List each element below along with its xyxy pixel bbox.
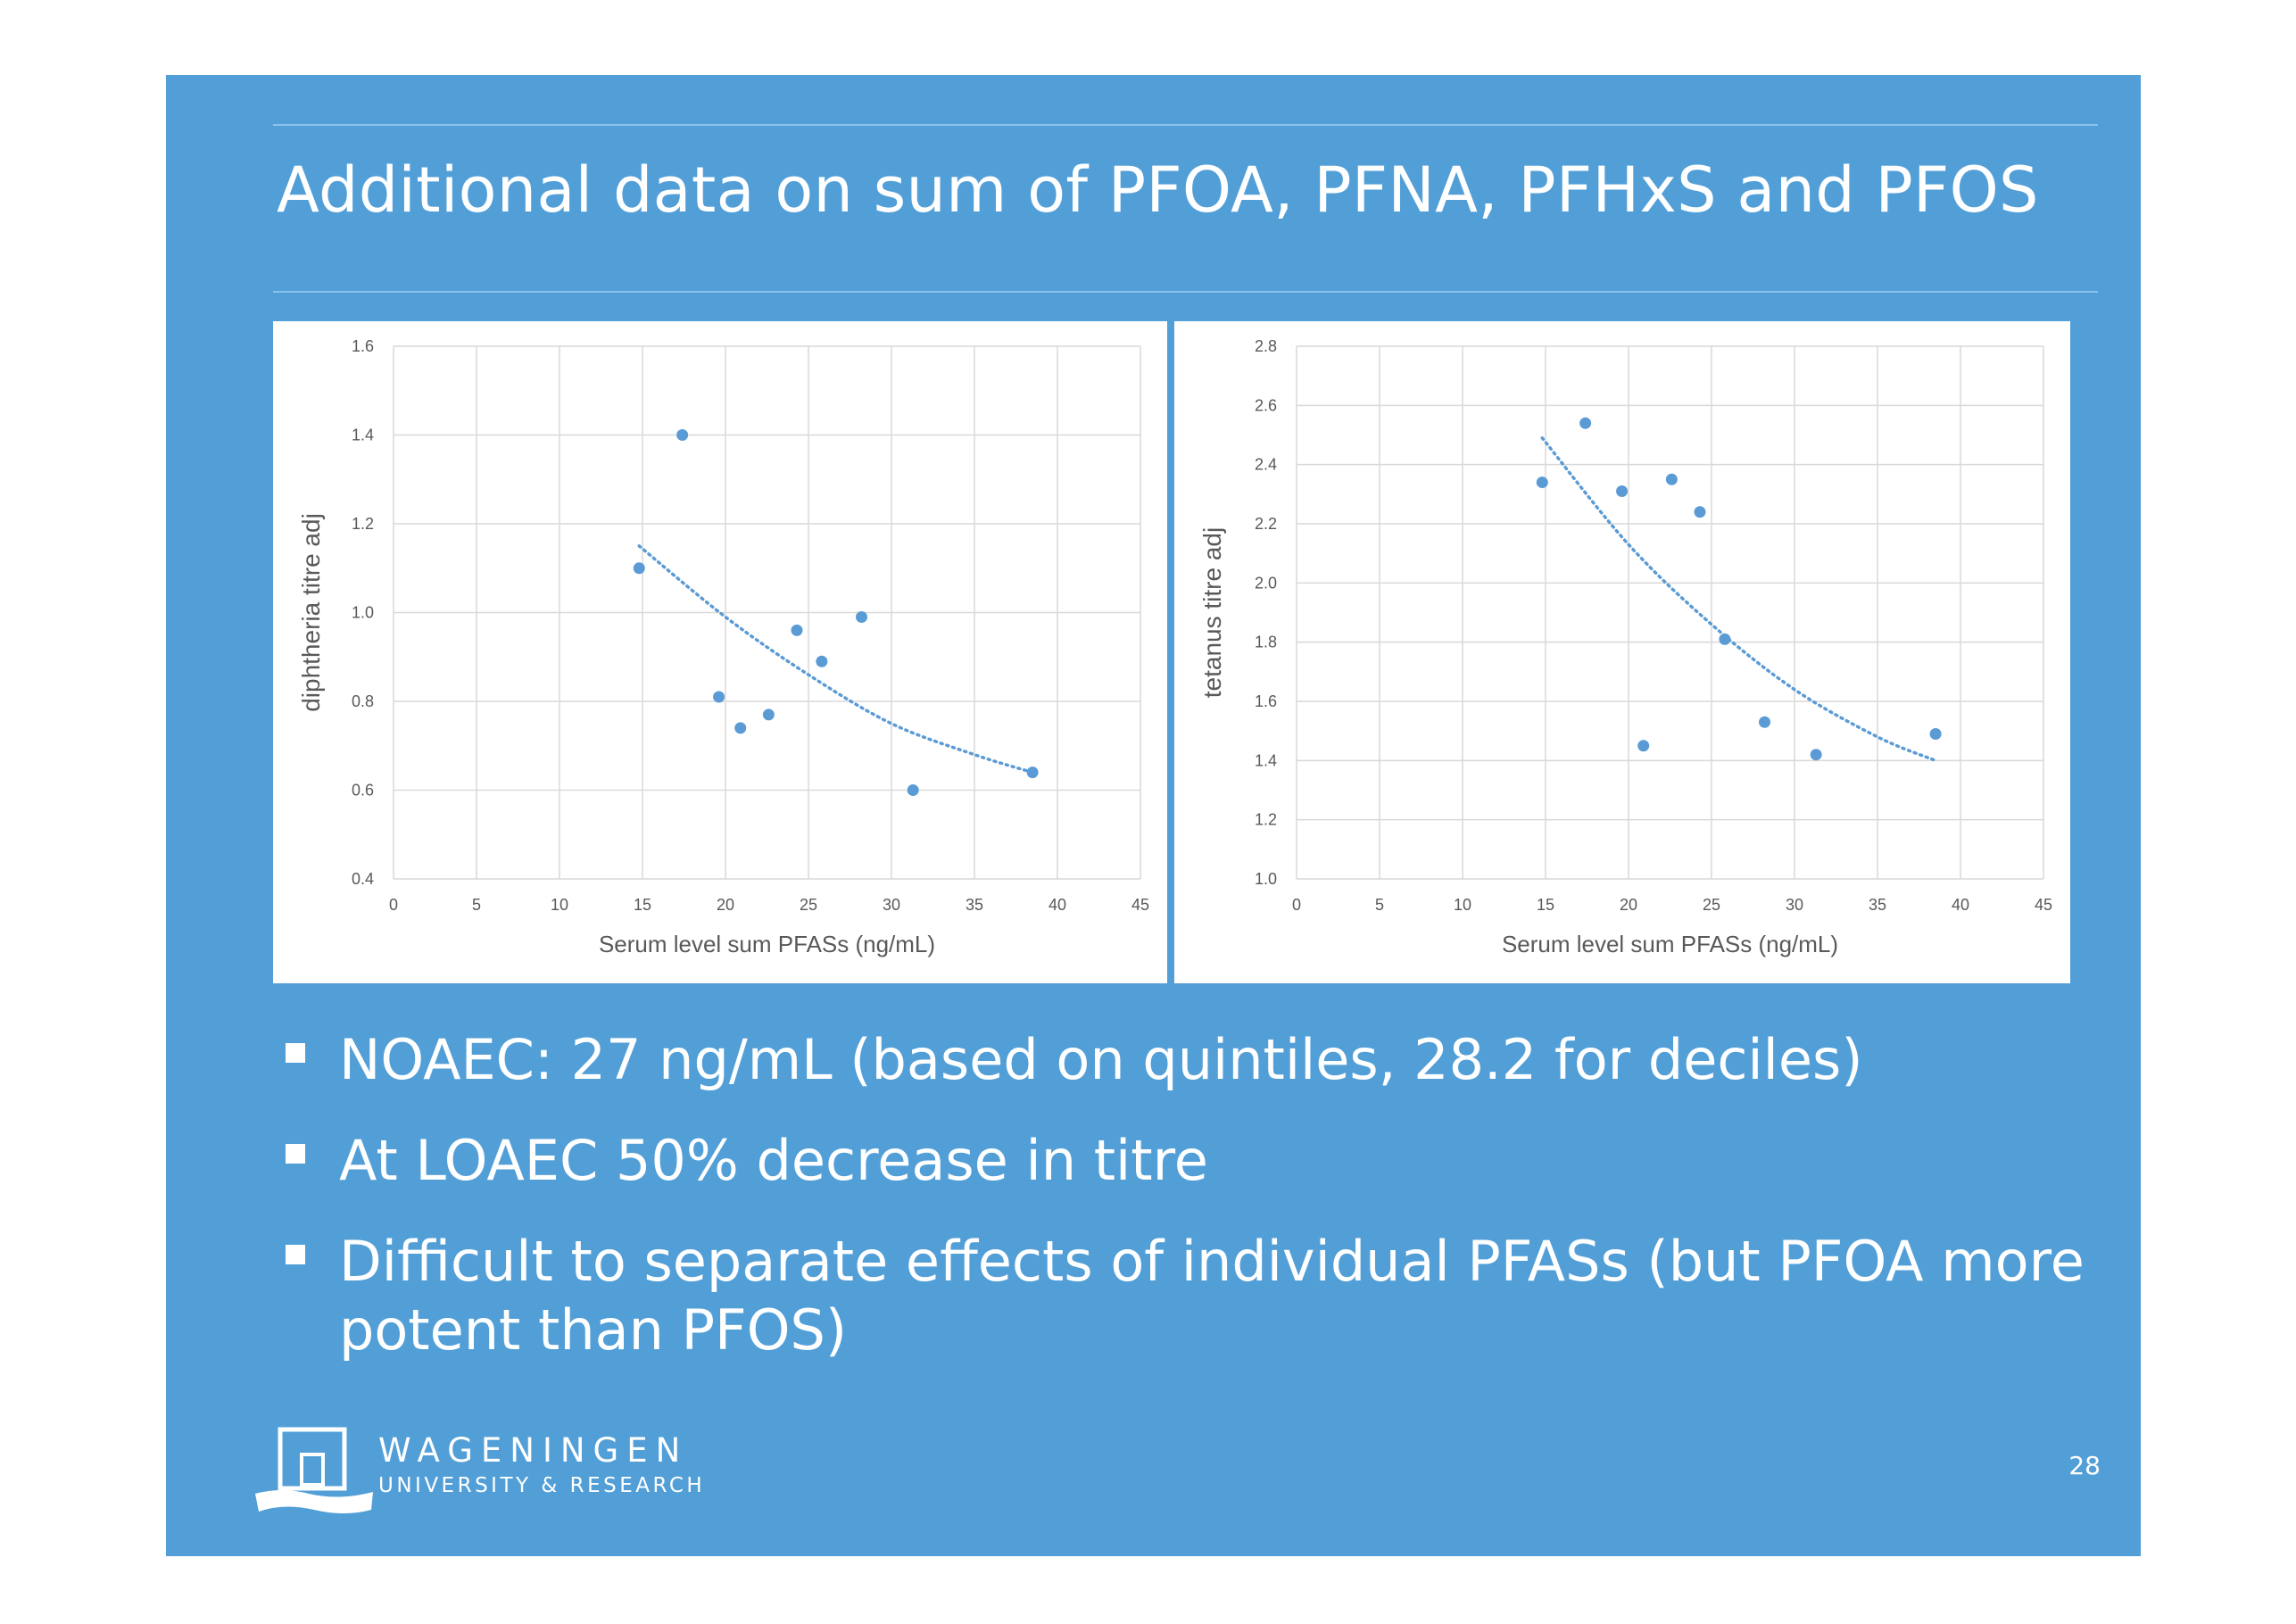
- data-point: [1665, 473, 1678, 485]
- bullet-square-icon: [286, 1144, 305, 1164]
- y-tick-label: 2.6: [1255, 396, 1277, 414]
- bullet-item: Difficult to separate effects of individ…: [286, 1227, 2115, 1364]
- slide-title: Additional data on sum of PFOA, PFNA, PF…: [277, 153, 2039, 227]
- y-tick-label: 2.4: [1255, 456, 1277, 474]
- tetanus-chart-panel: 1.0 1.2 1.4 1.6 1.8 2.0 2.2 2.4 2.6 2.8 0 5 10 15 20 25…: [1174, 321, 2070, 983]
- x-tick-label: 15: [1537, 896, 1554, 914]
- logo-wordmark: WAGENINGEN: [378, 1431, 689, 1470]
- x-tick-label: 45: [2035, 896, 2052, 914]
- data-point: [762, 708, 775, 721]
- page-number: 28: [2068, 1451, 2101, 1480]
- x-tick-label: 35: [966, 896, 983, 914]
- x-tick-label: 10: [551, 896, 568, 914]
- x-tick-label: 40: [1952, 896, 1969, 914]
- x-tick-label: 25: [1703, 896, 1720, 914]
- data-point: [1719, 633, 1731, 645]
- y-tick-label: 1.0: [352, 604, 374, 622]
- data-point: [1616, 485, 1629, 498]
- data-point: [1637, 740, 1650, 752]
- y-tick-label: 1.4: [352, 427, 374, 444]
- y-tick-label: 1.0: [1255, 870, 1277, 888]
- data-point: [907, 784, 919, 796]
- y-axis-title: diphtheria titre adj: [297, 513, 325, 712]
- bullet-square-icon: [286, 1043, 305, 1063]
- x-axis-title: Serum level sum PFASs (ng/mL): [1502, 931, 1838, 957]
- y-axis-title: tetanus titre adj: [1198, 527, 1226, 698]
- x-tick-label: 0: [1292, 896, 1301, 914]
- x-tick-label: 5: [472, 896, 481, 914]
- diphtheria-scatter-chart: 0.4 0.6 0.8 1.0 1.2 1.4 1.6 0 5 10 15 20 25 30 35 40 45 S…: [297, 337, 1149, 957]
- x-tick-label: 30: [883, 896, 900, 914]
- x-tick-label: 20: [1620, 896, 1637, 914]
- data-point: [713, 691, 725, 703]
- bullet-item: At LOAEC 50% decrease in titre: [286, 1126, 2115, 1195]
- x-tick-label: 25: [800, 896, 817, 914]
- x-tick-label: 30: [1786, 896, 1803, 914]
- x-tick-label: 35: [1869, 896, 1886, 914]
- data-point: [676, 429, 689, 441]
- y-tick-label: 1.4: [1255, 751, 1277, 769]
- logo-subtitle: UNIVERSITY & RESEARCH: [378, 1474, 706, 1497]
- diphtheria-chart-panel: 0.4 0.6 0.8 1.0 1.2 1.4 1.6 0 5 10 15 20 25 30 35 40 45 S…: [273, 321, 1167, 983]
- x-tick-label: 10: [1454, 896, 1471, 914]
- data-point: [791, 624, 803, 636]
- tetanus-scatter-chart: 1.0 1.2 1.4 1.6 1.8 2.0 2.2 2.4 2.6 2.8 0 5 10 15 20 25…: [1198, 337, 2052, 957]
- y-tick-label: 1.6: [1255, 692, 1277, 710]
- y-tick-label: 0.8: [352, 692, 374, 710]
- y-tick-label: 2.8: [1255, 337, 1277, 355]
- data-point: [1694, 506, 1706, 518]
- y-tick-label: 2.0: [1255, 574, 1277, 592]
- x-tick-label: 45: [1131, 896, 1149, 914]
- x-tick-label: 5: [1375, 896, 1384, 914]
- title-top-rule: [273, 124, 2098, 126]
- trendline: [1540, 436, 1937, 763]
- bullet-square-icon: [286, 1245, 305, 1264]
- data-point: [1026, 766, 1039, 779]
- trendline: [637, 544, 1034, 775]
- y-tick-label: 1.2: [1255, 811, 1277, 829]
- data-point: [633, 562, 645, 575]
- slide: Additional data on sum of PFOA, PFNA, PF…: [166, 75, 2141, 1556]
- y-tick-label: 0.6: [352, 782, 374, 800]
- x-tick-label: 15: [634, 896, 651, 914]
- data-point: [1929, 727, 1942, 740]
- y-tick-label: 2.2: [1255, 515, 1277, 533]
- bullet-list: NOAEC: 27 ng/mL (based on quintiles, 28.…: [286, 1025, 2115, 1396]
- data-point: [1579, 417, 1592, 429]
- data-point: [856, 610, 868, 623]
- bullet-item: NOAEC: 27 ng/mL (based on quintiles, 28.…: [286, 1025, 2115, 1094]
- y-tick-label: 0.4: [352, 870, 374, 888]
- data-point: [1810, 749, 1822, 761]
- data-point: [1536, 476, 1548, 489]
- x-tick-label: 20: [717, 896, 734, 914]
- data-point: [1759, 716, 1771, 728]
- wageningen-logo: WAGENINGEN UNIVERSITY & RESEARCH: [255, 1424, 719, 1522]
- y-tick-label: 1.2: [352, 515, 374, 533]
- data-point: [816, 655, 828, 667]
- title-bottom-rule: [273, 291, 2098, 293]
- y-tick-label: 1.8: [1255, 634, 1277, 651]
- x-tick-label: 0: [389, 896, 398, 914]
- data-point: [734, 722, 747, 734]
- x-axis-title: Serum level sum PFASs (ng/mL): [599, 931, 935, 957]
- y-tick-label: 1.6: [352, 337, 374, 355]
- x-tick-label: 40: [1049, 896, 1066, 914]
- building-doorway-logo-icon: [255, 1427, 373, 1513]
